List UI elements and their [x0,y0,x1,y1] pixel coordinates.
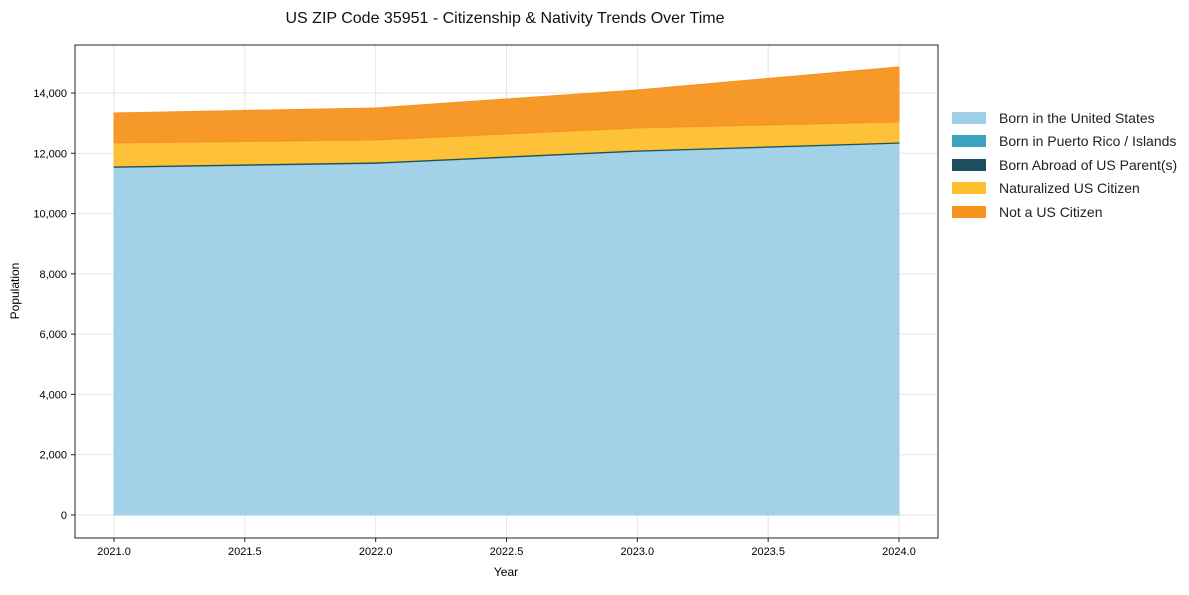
y-tick-label: 2,000 [39,450,67,462]
legend-label: Naturalized US Citizen [999,180,1140,197]
area-series-4 [113,66,900,144]
legend-swatch [952,205,986,218]
y-tick-label: 10,000 [33,209,67,221]
legend-item: Born Abroad of US Parent(s) [952,153,1177,177]
x-tick-label: 2022.0 [359,546,393,558]
chart-title: US ZIP Code 35951 - Citizenship & Nativi… [286,10,725,27]
legend-swatch [952,182,986,195]
legend-item: Not a US Citizen [952,200,1177,224]
legend: Born in the United States Born in Puerto … [952,106,1177,224]
y-axis-label: Population [8,263,22,320]
legend-label: Born in Puerto Rico / Islands [999,133,1177,150]
y-tick-label: 14,000 [33,88,67,100]
legend-swatch [952,111,986,124]
legend-item: Born in Puerto Rico / Islands [952,130,1177,154]
x-tick-label: 2022.5 [490,546,524,558]
y-tick-label: 0 [61,510,67,522]
legend-label: Born in the United States [999,109,1155,126]
x-tick-label: 2021.5 [228,546,262,558]
x-tick-label: 2021.0 [97,546,131,558]
y-tick-label: 6,000 [39,329,67,341]
legend-item: Naturalized US Citizen [952,177,1177,201]
x-tick-label: 2024.0 [882,546,916,558]
y-tick-label: 4,000 [39,389,67,401]
legend-label: Born Abroad of US Parent(s) [999,156,1178,173]
legend-swatch [952,158,986,171]
legend-item: Born in the United States [952,106,1177,130]
area-series-0 [113,142,900,516]
y-tick-label: 12,000 [33,148,67,160]
x-tick-label: 2023.0 [621,546,655,558]
x-tick-label: 2023.5 [751,546,785,558]
legend-label: Not a US Citizen [999,203,1103,220]
y-tick-label: 8,000 [39,269,67,281]
x-axis-label: Year [494,565,518,579]
legend-swatch [952,135,986,148]
